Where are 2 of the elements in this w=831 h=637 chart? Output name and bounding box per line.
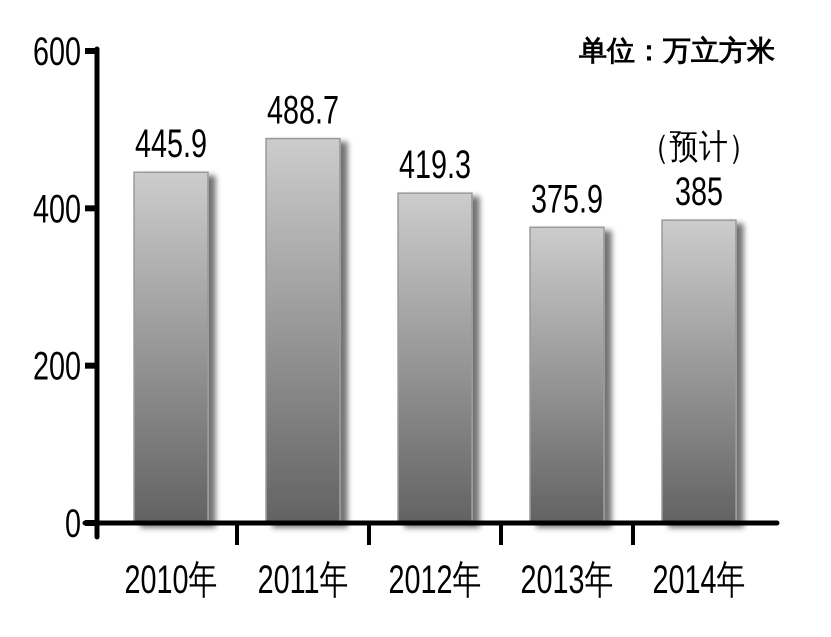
annotation: 单位：万立方米 [579,35,775,66]
annotation: （预计） [640,126,758,166]
